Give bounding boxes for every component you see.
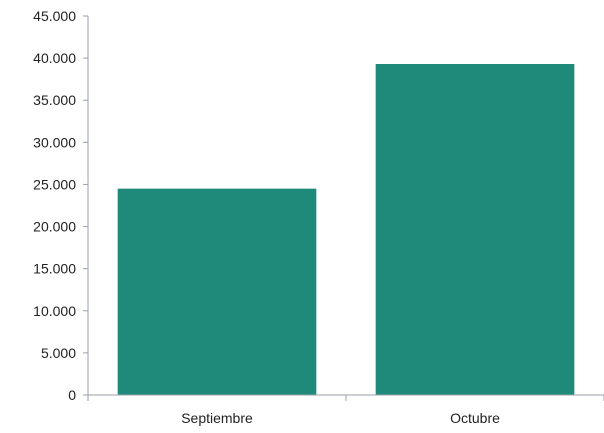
bar-octubre	[375, 64, 575, 396]
y-tick-label: 0	[68, 387, 76, 403]
y-axis-ticks	[83, 15, 88, 396]
x-axis-category-labels: Septiembre Octubre	[181, 410, 500, 426]
bar-septiembre	[117, 188, 317, 395]
y-tick-label: 40.000	[33, 50, 76, 66]
y-tick-label: 30.000	[33, 134, 76, 150]
x-axis-ticks	[87, 395, 604, 401]
y-axis-tick-labels: 0 5.000 10.000 15.000 20.000 25.000 30.000 35.0…	[33, 8, 76, 403]
y-tick-label: 25.000	[33, 176, 76, 192]
bars	[117, 64, 575, 396]
x-category-label: Septiembre	[181, 410, 253, 426]
y-tick-label: 35.000	[33, 92, 76, 108]
y-tick-label: 5.000	[41, 345, 76, 361]
x-category-label: Octubre	[450, 410, 500, 426]
y-tick-label: 15.000	[33, 261, 76, 277]
y-tick-label: 10.000	[33, 303, 76, 319]
y-tick-label: 45.000	[33, 8, 76, 24]
y-tick-label: 20.000	[33, 219, 76, 235]
